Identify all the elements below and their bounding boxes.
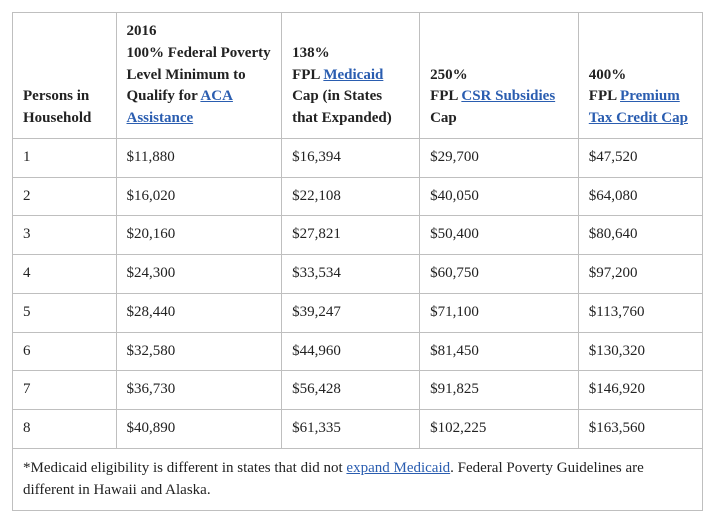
- cell-fpl250: $40,050: [420, 177, 579, 216]
- csr-subsidies-link[interactable]: CSR Subsidies: [461, 88, 555, 104]
- cell-fpl400: $97,200: [578, 255, 702, 294]
- footnote-pre: *Medicaid eligibility is different in st…: [23, 460, 346, 476]
- cell-persons: 5: [13, 293, 117, 332]
- cell-fpl138: $44,960: [282, 332, 420, 371]
- cell-fpl100: $40,890: [116, 410, 282, 449]
- cell-fpl138: $61,335: [282, 410, 420, 449]
- cell-fpl138: $33,534: [282, 255, 420, 294]
- cell-fpl400: $80,640: [578, 216, 702, 255]
- cell-fpl250: $50,400: [420, 216, 579, 255]
- expand-medicaid-link[interactable]: expand Medicaid: [346, 460, 450, 476]
- table-row: 6$32,580$44,960$81,450$130,320: [13, 332, 703, 371]
- cell-fpl400: $47,520: [578, 138, 702, 177]
- cell-fpl138: $27,821: [282, 216, 420, 255]
- cell-fpl100: $11,880: [116, 138, 282, 177]
- cell-persons: 2: [13, 177, 117, 216]
- header-persons: Persons in Household: [13, 13, 117, 139]
- cell-fpl400: $163,560: [578, 410, 702, 449]
- table-row: 4$24,300$33,534$60,750$97,200: [13, 255, 703, 294]
- footnote-row: *Medicaid eligibility is different in st…: [13, 448, 703, 510]
- header-fpl138-post: Cap (in States that Expanded): [292, 88, 392, 126]
- header-fpl250-post: Cap: [430, 110, 457, 126]
- cell-fpl250: $102,225: [420, 410, 579, 449]
- header-row: Persons in Household 2016 100% Federal P…: [13, 13, 703, 139]
- cell-fpl100: $20,160: [116, 216, 282, 255]
- cell-fpl400: $64,080: [578, 177, 702, 216]
- table-row: 3$20,160$27,821$50,400$80,640: [13, 216, 703, 255]
- cell-fpl250: $91,825: [420, 371, 579, 410]
- cell-fpl138: $39,247: [282, 293, 420, 332]
- table-row: 8$40,890$61,335$102,225$163,560: [13, 410, 703, 449]
- header-fpl100: 2016 100% Federal Poverty Level Minimum …: [116, 13, 282, 139]
- header-fpl100-pre: 2016 100% Federal Poverty Level Minimum …: [127, 23, 271, 104]
- header-fpl250: 250% FPL CSR Subsidies Cap: [420, 13, 579, 139]
- cell-persons: 6: [13, 332, 117, 371]
- header-fpl138: 138% FPL Medicaid Cap (in States that Ex…: [282, 13, 420, 139]
- table-row: 1$11,880$16,394$29,700$47,520: [13, 138, 703, 177]
- cell-fpl138: $22,108: [282, 177, 420, 216]
- table-row: 2$16,020$22,108$40,050$64,080: [13, 177, 703, 216]
- cell-fpl250: $71,100: [420, 293, 579, 332]
- table-body: 1$11,880$16,394$29,700$47,5202$16,020$22…: [13, 138, 703, 448]
- cell-fpl250: $81,450: [420, 332, 579, 371]
- cell-fpl100: $16,020: [116, 177, 282, 216]
- cell-persons: 8: [13, 410, 117, 449]
- header-persons-label: Persons in Household: [23, 88, 91, 126]
- cell-fpl100: $28,440: [116, 293, 282, 332]
- cell-fpl250: $60,750: [420, 255, 579, 294]
- cell-persons: 7: [13, 371, 117, 410]
- cell-fpl100: $24,300: [116, 255, 282, 294]
- cell-fpl138: $16,394: [282, 138, 420, 177]
- header-fpl400: 400% FPL Premium Tax Credit Cap: [578, 13, 702, 139]
- table-row: 5$28,440$39,247$71,100$113,760: [13, 293, 703, 332]
- fpl-table: Persons in Household 2016 100% Federal P…: [12, 12, 703, 511]
- cell-fpl138: $56,428: [282, 371, 420, 410]
- cell-fpl250: $29,700: [420, 138, 579, 177]
- cell-persons: 4: [13, 255, 117, 294]
- cell-fpl400: $113,760: [578, 293, 702, 332]
- cell-fpl100: $36,730: [116, 371, 282, 410]
- cell-persons: 3: [13, 216, 117, 255]
- medicaid-link[interactable]: Medicaid: [323, 67, 383, 83]
- cell-fpl400: $130,320: [578, 332, 702, 371]
- footnote-cell: *Medicaid eligibility is different in st…: [13, 448, 703, 510]
- cell-persons: 1: [13, 138, 117, 177]
- cell-fpl100: $32,580: [116, 332, 282, 371]
- cell-fpl400: $146,920: [578, 371, 702, 410]
- table-row: 7$36,730$56,428$91,825$146,920: [13, 371, 703, 410]
